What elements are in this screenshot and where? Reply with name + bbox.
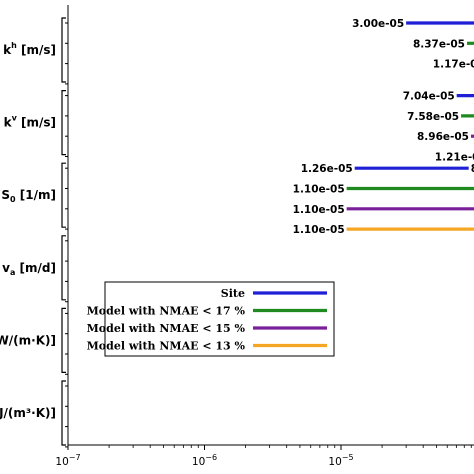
- legend: Site Model with NMAE < 17 % Model with NMA…: [87, 281, 335, 357]
- group-label: e S0 [1/m]: [0, 188, 56, 204]
- axes: 10−7 10−6 10−5: [55, 5, 474, 468]
- group-bracket: [61, 17, 66, 83]
- group-label: W/(m·K)]: [0, 333, 56, 347]
- bar-low-label: 1.21e-04: [435, 152, 474, 164]
- x-tick-label: 10−7: [55, 453, 80, 468]
- group-labels: y kh [m/s] y kv [m/s] e S0 [1/m] y va [m/d]…: [0, 41, 56, 420]
- bar-low-label: 1.10e-05: [293, 224, 345, 236]
- group-brackets: [61, 17, 66, 446]
- range-bars: 3.00e-057.15e-048.37e-052.14e-031.17e-04…: [293, 18, 474, 236]
- group-bracket: [61, 235, 66, 301]
- bar-low-label: 1.10e-05: [293, 204, 345, 216]
- group-label: y kv [m/s]: [0, 114, 56, 130]
- bar-low-label: 8.96e-05: [417, 131, 469, 143]
- bar-low-label: 1.17e-04: [433, 59, 474, 71]
- legend-label: Model with NMAE < 13 %: [87, 340, 246, 353]
- bar-low-label: 3.00e-05: [352, 18, 404, 30]
- x-tick-label: 10−5: [328, 453, 353, 468]
- legend-label: Model with NMAE < 17 %: [87, 305, 246, 318]
- legend-label: Site: [221, 287, 245, 300]
- group-bracket: [61, 380, 66, 446]
- group-label: y kh [m/s]: [0, 41, 56, 57]
- bar-low-label: 1.26e-05: [301, 163, 353, 175]
- group-bracket: [61, 307, 66, 373]
- bar-low-label: 1.10e-05: [293, 184, 345, 196]
- group-bracket: [61, 162, 66, 228]
- group-label: y va [m/d]: [0, 261, 56, 277]
- group-bracket: [61, 90, 66, 156]
- bar-low-label: 7.58e-05: [407, 111, 459, 123]
- bar-low-label: 7.04e-05: [403, 91, 455, 103]
- legend-label: Model with NMAE < 15 %: [87, 322, 246, 335]
- bar-low-label: 8.37e-05: [413, 38, 465, 50]
- x-tick-label: 10−6: [192, 453, 217, 468]
- group-label: MJ/(m³·K)]: [0, 406, 56, 420]
- bar-high-label: 8.62e-05: [471, 163, 474, 175]
